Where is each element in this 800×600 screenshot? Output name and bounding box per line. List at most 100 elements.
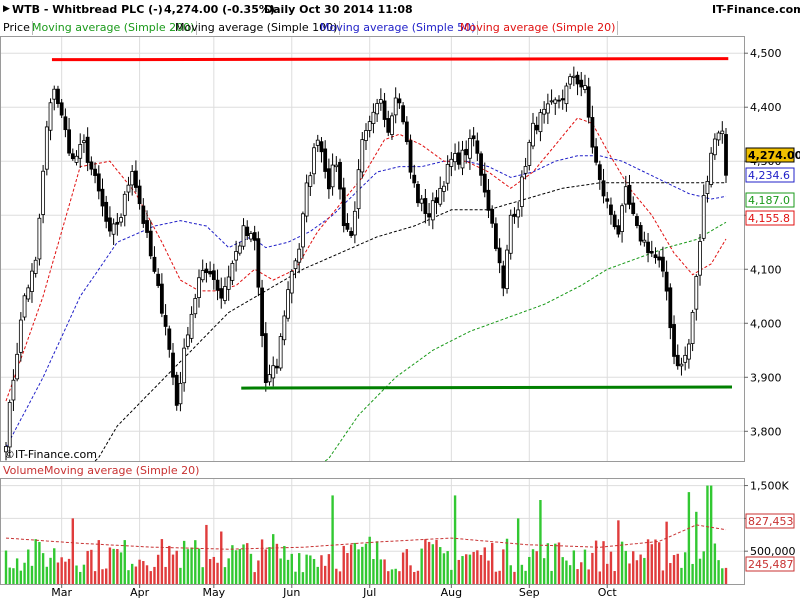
candle-body [52,88,57,100]
candle-body [145,220,149,233]
candle-body [63,116,68,131]
candle-body [635,216,639,226]
volume-bar [676,553,679,584]
candle-body [119,217,123,223]
volume-bar [542,558,546,584]
volume-legend-label[interactable]: Volume [3,464,44,477]
volume-bar [156,554,160,584]
volume-bar [457,559,460,584]
volume-tick-label: 500,000 [750,545,796,558]
legend-sma100[interactable]: Moving average (Simple 100) [173,21,341,35]
candle-body [401,105,406,123]
volume-bar [272,534,275,584]
chart-header: ▶ WTB - Whitbread PLC (-) 4,274.00 (-0.3… [0,0,800,20]
volume-bar [698,558,702,584]
candle-body [108,217,112,232]
candle-body [490,209,495,224]
volume-bar [353,542,357,584]
candle-body [616,225,621,235]
volume-legend-sma20[interactable]: Moving average (Simple 20) [44,464,200,477]
sma50-line [5,155,727,448]
candle-body [364,130,368,141]
volume-bar [220,531,223,584]
volume-bar [557,542,561,584]
candle-body [44,126,49,170]
candle-body [156,273,161,286]
volume-bar [487,560,490,584]
candle-body [642,239,647,243]
resistance-trendline[interactable] [51,57,729,62]
volume-bar [305,554,308,584]
volume-bar [654,539,657,584]
volume-bar [446,551,449,584]
price-tick-label: 4,400 [750,101,782,114]
candle-body [267,374,272,383]
price-tick-label: 4,100 [750,263,782,276]
candle-body [96,173,101,192]
candle-body [416,183,420,204]
volume-bar [253,572,256,584]
volume-bar [587,569,590,584]
candle-body [571,75,576,78]
volume-bar [323,565,327,584]
volume-bar [327,554,331,584]
candle-body [519,176,524,207]
candle-body [442,185,446,192]
candle-body [137,185,142,205]
candle-body [623,186,628,205]
candle-body [297,248,302,263]
volume-bar [580,562,583,584]
volume-bar [283,545,286,584]
volume-bar [346,553,349,584]
volume-bar [19,570,23,584]
candle-body [219,288,224,299]
candle-body [330,164,335,188]
volume-bar [669,563,672,584]
candle-body [534,124,539,131]
volume-bar [116,548,119,584]
volume-bar [279,558,282,584]
volume-bar [216,562,219,584]
volume-bar [405,549,409,584]
legend-sma20[interactable]: Moving average (Simple 20) [458,21,619,35]
candle-body [293,260,298,269]
volume-bar [30,565,34,584]
volume-bar [12,568,15,584]
candle-body [59,102,64,116]
price-tick-label: 4,000 [750,317,782,330]
legend-sma200[interactable]: Moving average (Simple 200) [30,21,198,35]
volume-bar [335,568,338,584]
volume-bar [721,568,724,584]
candle-body [393,97,398,116]
candle-body [22,295,27,318]
expand-icon[interactable]: ▶ [3,4,10,14]
volume-bar [390,569,394,584]
support-trendline[interactable] [241,385,733,390]
volume-bar [67,558,71,584]
candle-body [464,148,469,156]
candle-body [56,88,60,104]
candle-body [171,352,175,378]
volume-bar [576,569,579,584]
price-chart[interactable]: 4,5004,4004,3004,2004,1004,0003,9003,800… [0,0,800,463]
candle-body [226,276,231,290]
candle-body [486,189,491,211]
volume-bar [594,540,598,584]
price-value-badge [745,147,795,163]
volume-bar [643,557,646,584]
candle-body [620,205,624,232]
candle-body [493,223,498,249]
price-value-badge-label: 4,155.8 [748,212,790,225]
candle-body [133,170,138,188]
volume-bar [182,540,186,584]
volume-bar [312,558,316,584]
volume-bar [516,518,520,584]
legend-price[interactable]: Price [1,21,33,35]
volume-bar [424,539,427,584]
volume-bar [197,548,201,584]
volume-tick-label: 1,500K [750,480,789,493]
volume-bar [27,549,30,584]
legend-sma50[interactable]: Moving average (Simple 50) [318,21,479,35]
candle-body [345,223,350,230]
